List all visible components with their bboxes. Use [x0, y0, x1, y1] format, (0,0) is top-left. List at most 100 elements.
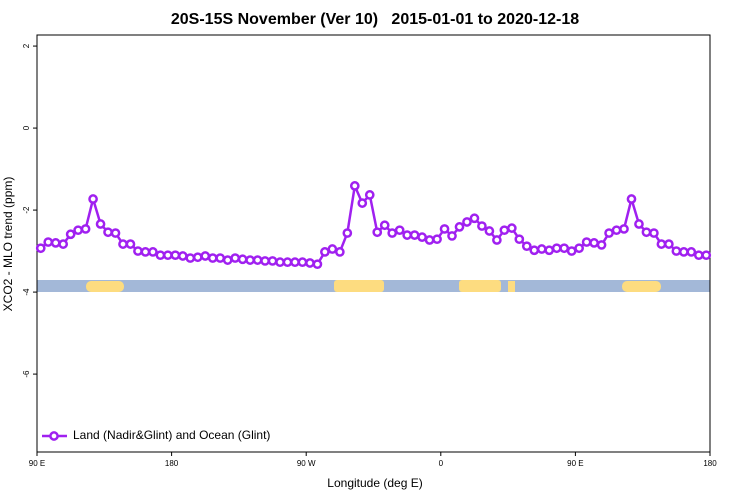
land-band — [622, 281, 661, 292]
legend-label: Land (Nadir&Glint) and Ocean (Glint) — [73, 428, 270, 442]
data-point — [514, 234, 525, 245]
data-point — [611, 225, 622, 236]
data-point — [477, 221, 487, 231]
data-point — [200, 251, 211, 261]
data-point — [551, 243, 562, 254]
data-point — [417, 232, 427, 242]
x-tick-label: 90 W — [297, 459, 316, 468]
x-axis-label: Longitude (deg E) — [327, 476, 422, 490]
x-tick-label: 180 — [165, 459, 179, 468]
data-point — [133, 246, 143, 256]
data-point — [701, 250, 712, 261]
data-point — [252, 255, 263, 265]
x-tick-label: 90 E — [29, 459, 45, 468]
chart-title: 20S-15S November (Ver 10) 2015-01-01 to … — [171, 11, 579, 28]
data-point — [177, 251, 188, 261]
data-point — [544, 245, 555, 256]
data-point — [566, 246, 577, 256]
data-point — [237, 254, 248, 265]
data-point — [619, 224, 629, 234]
data-point — [335, 247, 345, 257]
data-point — [626, 194, 637, 204]
data-point — [664, 239, 674, 249]
data-point — [641, 227, 652, 238]
data-point — [73, 225, 83, 236]
x-tick-label: 180 — [703, 459, 717, 468]
data-point — [649, 228, 659, 238]
data-point — [155, 250, 166, 261]
data-point — [327, 244, 338, 254]
x-tick-label: 90 E — [567, 459, 583, 468]
land-band — [86, 281, 124, 292]
data-point — [260, 256, 270, 266]
data-point — [65, 229, 76, 240]
data-point — [454, 222, 465, 232]
x-tick-label: 0 — [439, 459, 444, 468]
data-point — [387, 228, 398, 238]
y-tick-label: -2 — [22, 206, 31, 214]
data-point — [604, 228, 614, 238]
plot-frame — [36, 34, 711, 453]
data-point — [282, 257, 293, 268]
data-point — [320, 247, 330, 257]
data-point — [245, 255, 255, 265]
data-point — [574, 243, 584, 254]
data-point — [88, 194, 98, 204]
data-point — [492, 235, 502, 245]
y-tick-label: -4 — [22, 288, 31, 296]
data-point — [215, 253, 226, 263]
data-point — [402, 230, 412, 240]
y-tick-label: -6 — [22, 370, 31, 378]
data-point — [58, 239, 69, 249]
data-point — [596, 240, 607, 250]
data-point — [634, 219, 644, 229]
data-point — [170, 250, 181, 261]
data-point — [432, 234, 442, 245]
data-point — [536, 244, 547, 254]
data-point — [125, 239, 136, 249]
y-axis-label: XCO2 - MLO trend (ppm) — [1, 177, 15, 312]
data-point — [43, 237, 54, 247]
data-point — [267, 256, 278, 266]
land-band — [334, 280, 384, 292]
land-band — [459, 280, 501, 292]
data-point — [447, 231, 457, 241]
data-point — [506, 223, 517, 233]
data-point — [222, 255, 233, 265]
y-tick-label: 0 — [22, 125, 31, 130]
data-point — [110, 228, 121, 238]
data-point — [686, 247, 697, 257]
data-point — [357, 198, 368, 208]
data-point — [35, 243, 46, 254]
data-point — [379, 220, 390, 231]
data-point — [581, 237, 592, 247]
data-point — [95, 219, 106, 229]
data-point — [484, 226, 495, 236]
data-point — [469, 213, 480, 224]
data-point — [409, 230, 420, 240]
data-point — [140, 247, 151, 257]
data-point — [678, 247, 689, 257]
data-point — [312, 259, 323, 270]
data-point — [462, 217, 472, 227]
data-point — [342, 228, 353, 238]
data-point — [424, 235, 435, 245]
data-point — [192, 252, 203, 263]
data-point — [589, 238, 599, 248]
data-point — [148, 247, 158, 257]
data-point — [559, 243, 570, 254]
data-point — [297, 257, 308, 268]
data-point — [163, 250, 173, 261]
y-tick-label: 2 — [22, 43, 31, 48]
data-point — [185, 253, 196, 263]
data-point — [50, 238, 61, 248]
data-point — [656, 239, 667, 249]
data-point — [305, 258, 315, 268]
data-point — [80, 224, 91, 234]
data-point — [230, 253, 241, 263]
land-band — [508, 281, 515, 292]
data-point — [439, 224, 450, 234]
land-ocean-band — [37, 280, 710, 292]
data-point — [103, 227, 113, 238]
